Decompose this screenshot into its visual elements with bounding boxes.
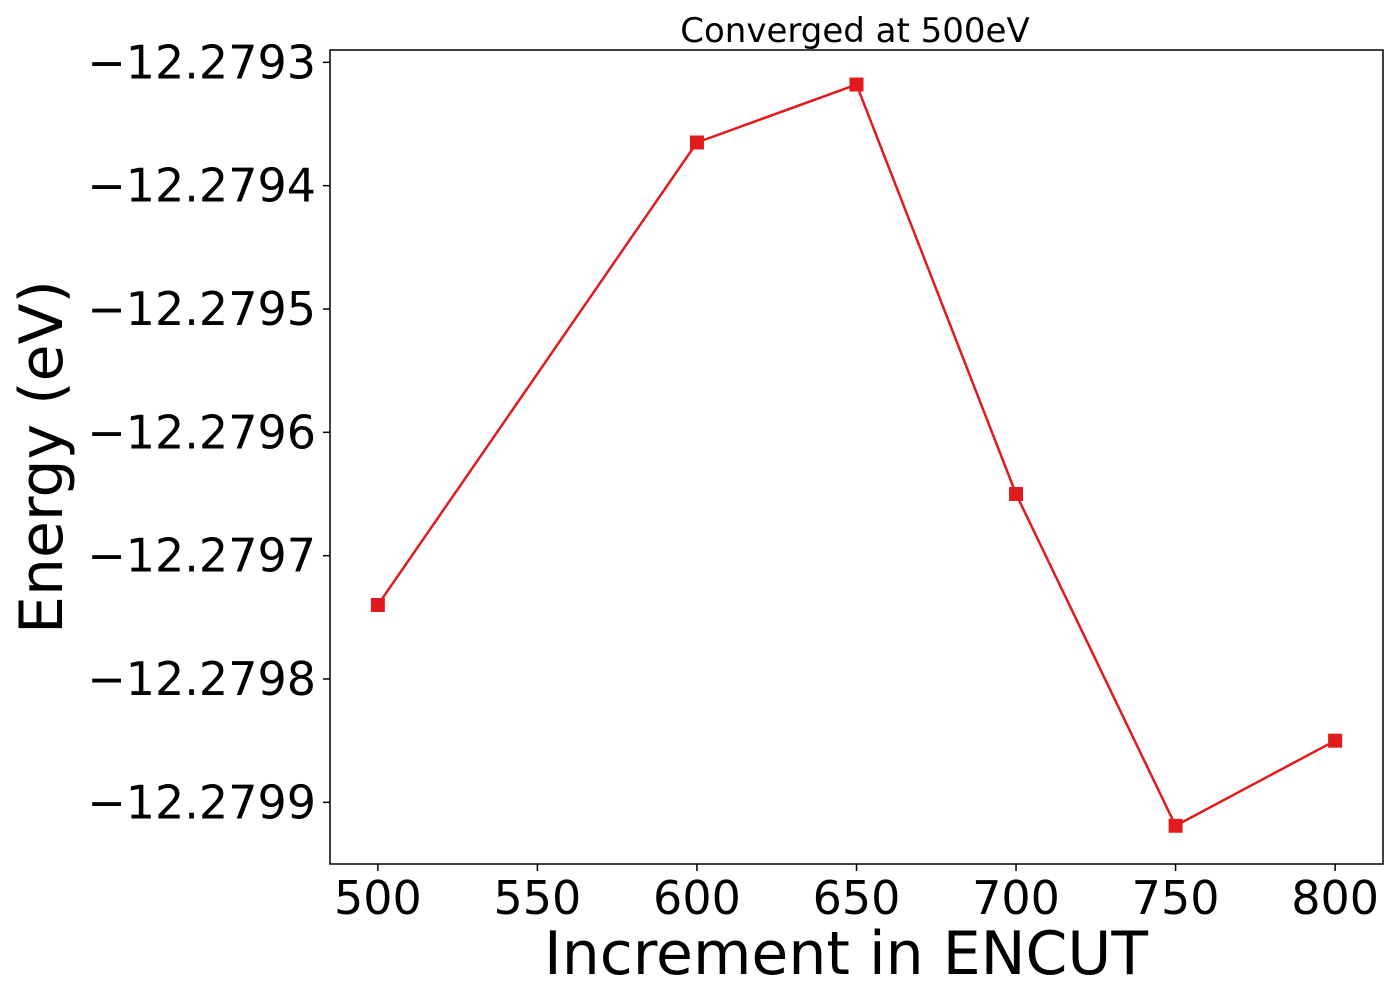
- y-tick-label: −12.2797: [87, 529, 316, 583]
- x-tick-label: 700: [972, 871, 1060, 925]
- y-tick-label: −12.2794: [87, 159, 316, 213]
- x-axis-label: Increment in ENCUT: [544, 919, 1148, 989]
- x-tick-label: 500: [334, 871, 422, 925]
- y-tick-label: −12.2795: [87, 282, 316, 336]
- plot-frame: [329, 49, 1384, 865]
- data-point: [370, 598, 385, 612]
- y-axis-label: Energy (eV): [7, 280, 77, 634]
- plot-area: 500 550 600 650 700 750 800 −12.2793 −12.2794 −12…: [87, 35, 1384, 925]
- x-tick-label: 550: [494, 871, 582, 925]
- y-tick-label: −12.2799: [87, 775, 316, 829]
- x-tick-label: 600: [653, 871, 741, 925]
- data-point: [1328, 733, 1343, 748]
- x-tick-label: 750: [1132, 871, 1220, 925]
- data-point: [1009, 487, 1024, 501]
- x-tick-label: 650: [813, 871, 901, 925]
- y-tick-label: −12.2796: [87, 405, 316, 459]
- data-point: [849, 77, 864, 92]
- chart-title: Converged at 500eV: [680, 11, 1029, 51]
- data-point: [689, 135, 704, 150]
- series-line: [376, 83, 1336, 828]
- y-tick-label: −12.2798: [87, 652, 316, 706]
- data-point: [1168, 818, 1183, 833]
- y-tick-label: −12.2793: [87, 35, 316, 89]
- x-tick-label: 800: [1291, 871, 1379, 925]
